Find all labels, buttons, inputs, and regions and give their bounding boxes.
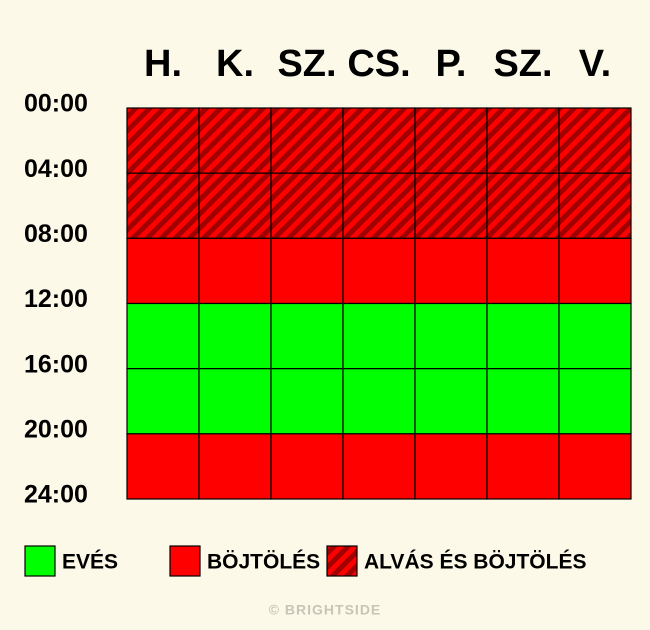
legend-swatch — [24, 545, 56, 577]
schedule-cell — [198, 107, 272, 174]
schedule-cell — [198, 368, 272, 435]
time-label: 08:00 — [24, 220, 88, 248]
schedule-cell — [486, 107, 560, 174]
legend-swatch — [326, 545, 358, 577]
schedule-cell — [486, 368, 560, 435]
time-label: 12:00 — [24, 285, 88, 313]
schedule-cell — [270, 107, 344, 174]
schedule-cell — [198, 237, 272, 305]
schedule-cell — [342, 302, 416, 370]
watermark: © BRIGHTSIDE — [269, 602, 382, 618]
schedule-cell — [486, 433, 560, 500]
schedule-cell — [558, 302, 632, 370]
schedule-cell — [270, 237, 344, 305]
schedule-cell — [342, 368, 416, 435]
schedule-cell — [414, 368, 488, 435]
legend-swatch — [169, 545, 201, 577]
schedule-cell — [414, 172, 488, 239]
schedule-cell — [558, 172, 632, 239]
legend-label: EVÉS — [62, 551, 118, 574]
schedule-cell — [126, 107, 200, 174]
time-label: 24:00 — [24, 481, 88, 509]
day-label: V. — [579, 43, 611, 85]
schedule-cell — [414, 433, 488, 500]
day-label: P. — [435, 43, 466, 85]
schedule-cell — [342, 433, 416, 500]
schedule-cell — [126, 302, 200, 370]
time-label: 20:00 — [24, 415, 88, 443]
day-label: K. — [216, 43, 254, 85]
day-label: H. — [144, 43, 182, 85]
schedule-cell — [558, 237, 632, 305]
schedule-cell — [486, 172, 560, 239]
time-label: 04:00 — [24, 155, 88, 183]
schedule-cell — [270, 368, 344, 435]
schedule-cell — [414, 107, 488, 174]
schedule-cell — [198, 302, 272, 370]
schedule-cell — [198, 433, 272, 500]
day-label: CS. — [347, 43, 410, 85]
schedule-cell — [126, 172, 200, 239]
schedule-cell — [270, 302, 344, 370]
schedule-cell — [342, 107, 416, 174]
day-label: SZ. — [277, 43, 336, 85]
legend-label: BÖJTÖLÉS — [207, 551, 320, 574]
schedule-cell — [414, 302, 488, 370]
schedule-cell — [486, 237, 560, 305]
legend-label: ALVÁS ÉS BÖJTÖLÉS — [364, 551, 586, 574]
schedule-cell — [270, 433, 344, 500]
schedule-cell — [558, 433, 632, 500]
schedule-cell — [126, 433, 200, 500]
schedule-cell — [558, 368, 632, 435]
schedule-cell — [558, 107, 632, 174]
day-label: SZ. — [493, 43, 552, 85]
time-label: 16:00 — [24, 350, 88, 378]
schedule-cell — [414, 237, 488, 305]
schedule-cell — [270, 172, 344, 239]
schedule-cell — [126, 368, 200, 435]
schedule-cell — [198, 172, 272, 239]
schedule-cell — [342, 237, 416, 305]
schedule-cell — [342, 172, 416, 239]
schedule-cell — [486, 302, 560, 370]
time-label: 00:00 — [24, 90, 88, 118]
schedule-cell — [126, 237, 200, 305]
